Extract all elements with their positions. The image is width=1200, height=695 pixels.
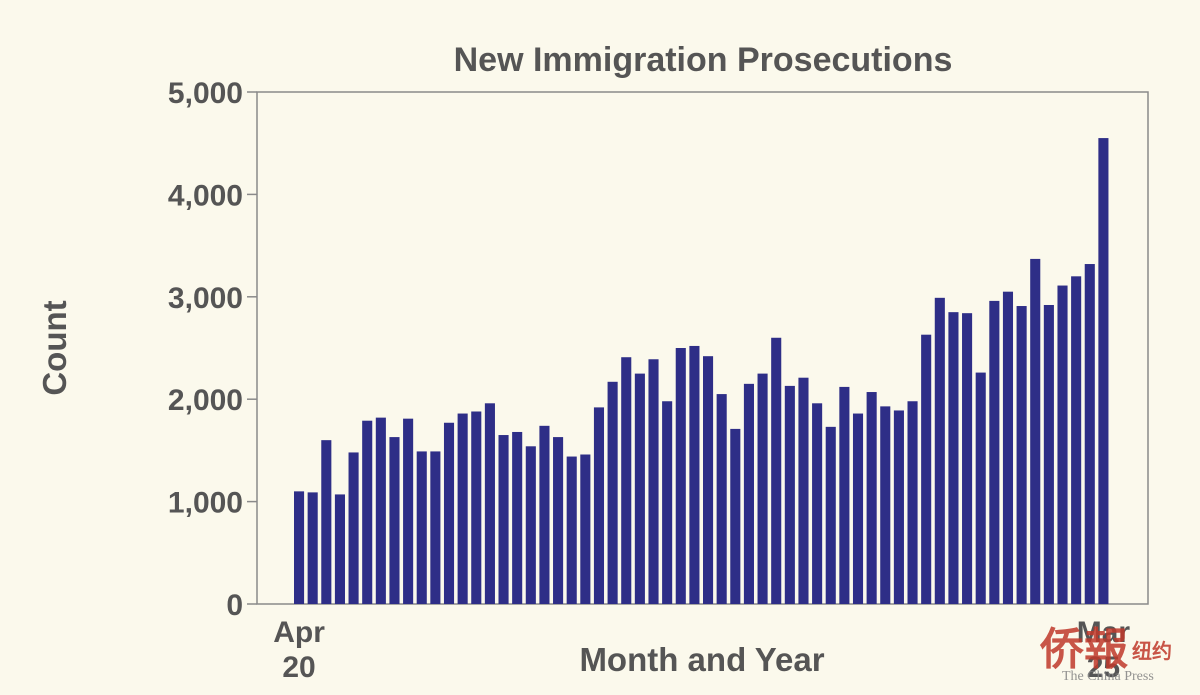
bar — [1016, 306, 1027, 604]
watermark-cn-main: 侨報 — [1039, 624, 1128, 675]
bar — [389, 437, 400, 604]
bar — [375, 417, 386, 604]
bar — [662, 401, 673, 604]
bar — [934, 297, 945, 604]
bar — [675, 348, 686, 604]
bar — [498, 435, 509, 604]
bar — [1098, 138, 1109, 604]
bar — [839, 386, 850, 604]
bar — [1071, 276, 1082, 604]
bar — [566, 456, 577, 604]
y-axis: 0 1,000 2,000 3,000 4,000 5,000 — [168, 77, 257, 622]
bar — [825, 426, 836, 604]
y-tick-label: 2,000 — [168, 384, 243, 417]
bar — [334, 494, 345, 604]
bar — [1030, 258, 1041, 604]
bar — [525, 446, 536, 604]
bar — [893, 410, 904, 604]
x-tick-label-month: Apr — [273, 616, 325, 649]
bar — [362, 420, 373, 604]
bar — [512, 431, 523, 604]
bar — [798, 377, 809, 604]
bar — [921, 334, 932, 604]
bar — [307, 492, 318, 604]
bar — [443, 422, 455, 604]
watermark-cn-city: 纽约 — [1132, 639, 1172, 663]
watermark-en: The China Press — [1062, 669, 1154, 684]
bar — [962, 313, 973, 604]
bar — [648, 359, 659, 604]
bar — [716, 394, 727, 604]
bar — [607, 381, 618, 604]
x-tick-label-year: 25 — [1087, 651, 1120, 684]
bar — [430, 451, 441, 604]
bar — [539, 425, 550, 604]
y-tick-label: 0 — [226, 589, 243, 622]
y-tick-label: 3,000 — [168, 282, 243, 315]
bar — [703, 356, 714, 604]
bar — [457, 413, 468, 604]
x-axis-label: Month and Year — [579, 641, 824, 678]
x-tick-label-month: Mar — [1077, 616, 1131, 649]
bar — [484, 403, 495, 604]
bar — [948, 312, 959, 604]
watermark-logo: 侨報 纽约 The China Press — [1039, 624, 1172, 684]
bar — [812, 403, 823, 604]
y-tick-label: 1,000 — [168, 487, 243, 520]
bar — [621, 357, 632, 604]
bar — [553, 437, 564, 604]
chart-title: New Immigration Prosecutions — [454, 41, 953, 79]
bar — [866, 392, 877, 604]
bar — [1043, 304, 1054, 604]
bar — [634, 373, 645, 604]
plot-frame — [256, 91, 1149, 605]
bar — [1057, 285, 1068, 604]
bar — [294, 491, 305, 604]
x-tick-label-year: 20 — [282, 651, 315, 684]
bar — [730, 428, 741, 604]
bar — [975, 372, 986, 604]
bar — [321, 440, 332, 604]
bar — [743, 383, 754, 604]
bar — [471, 411, 482, 604]
bar — [989, 300, 1000, 604]
bar — [580, 454, 591, 604]
bar-series — [294, 138, 1109, 604]
bar — [416, 451, 427, 604]
y-axis-label: Count — [36, 300, 73, 395]
bar — [852, 413, 864, 604]
bar — [593, 407, 605, 604]
bar — [757, 373, 768, 604]
bar — [403, 418, 414, 604]
bar — [1002, 291, 1014, 604]
bar — [1084, 264, 1095, 604]
y-tick-label: 5,000 — [168, 77, 243, 110]
bar — [689, 345, 700, 604]
bar — [907, 401, 918, 604]
bar — [784, 385, 795, 604]
bar — [348, 452, 359, 604]
bar — [771, 337, 782, 604]
bar — [880, 406, 891, 604]
y-tick-label: 4,000 — [168, 179, 243, 212]
